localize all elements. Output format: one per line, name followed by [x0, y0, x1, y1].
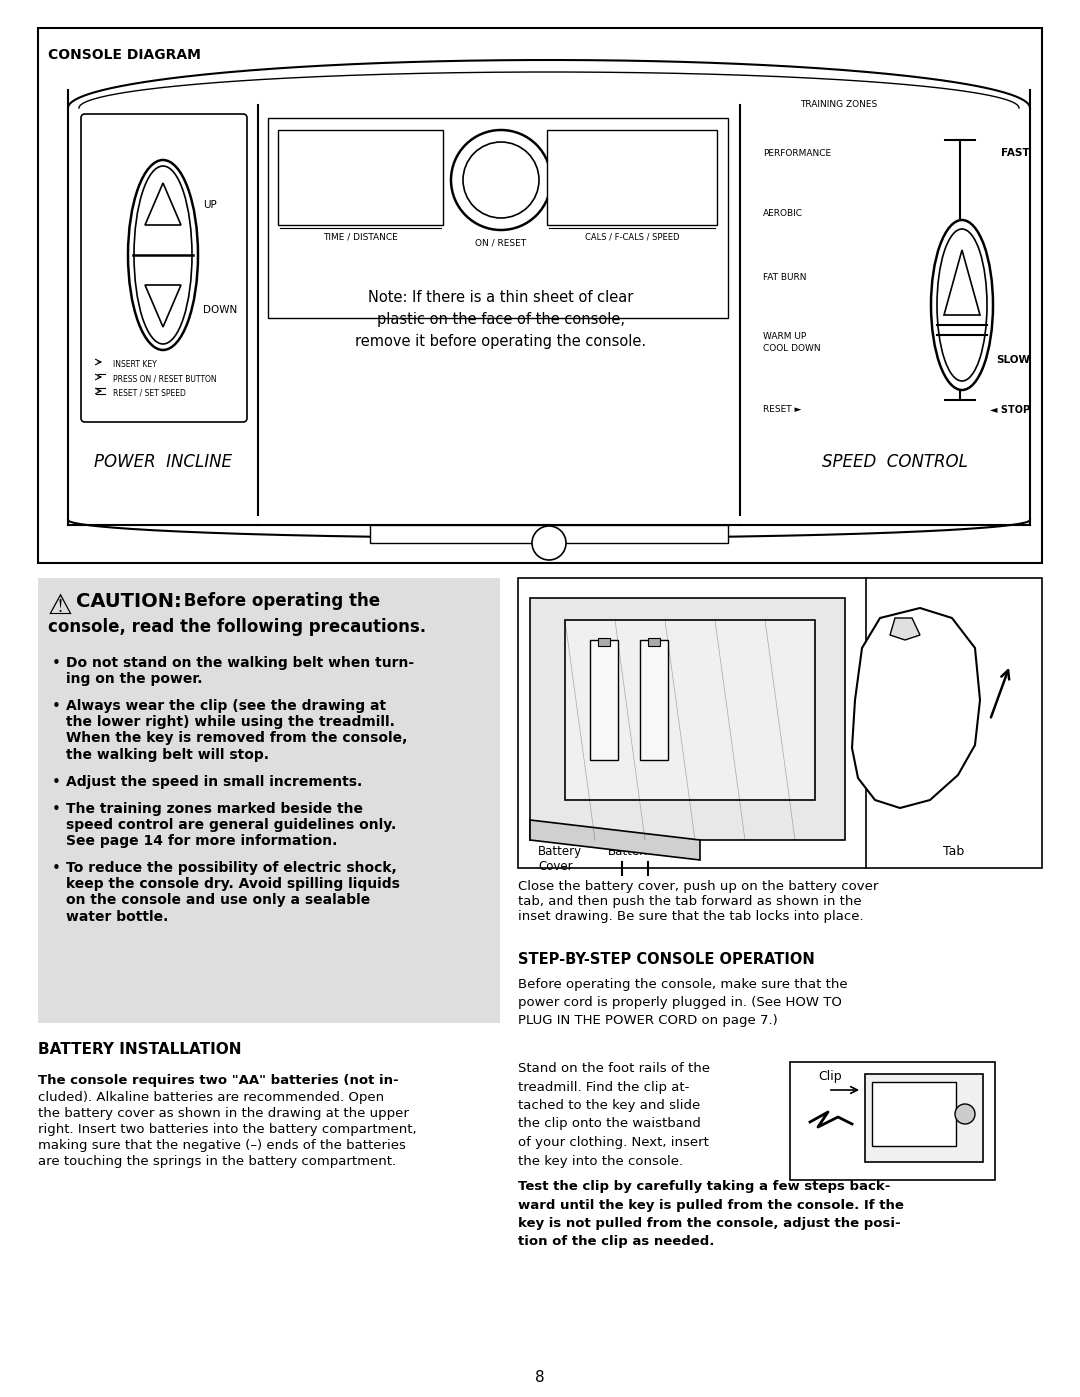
Bar	[518, 578, 1042, 868]
Text: BATTERY INSTALLATION: BATTERY INSTALLATION	[38, 1042, 242, 1058]
Text: Clip: Clip	[818, 1070, 841, 1083]
Text: AEROBIC: AEROBIC	[762, 208, 804, 218]
Text: 8: 8	[536, 1370, 544, 1384]
Text: right. Insert two batteries into the battery compartment,: right. Insert two batteries into the bat…	[38, 1123, 417, 1136]
Polygon shape	[890, 617, 920, 640]
Text: •: •	[52, 657, 60, 671]
Text: TIME / DISTANCE: TIME / DISTANCE	[323, 233, 397, 242]
Polygon shape	[530, 820, 700, 861]
Bar	[38, 578, 500, 1023]
Text: making sure that the negative (–) ends of the batteries: making sure that the negative (–) ends o…	[38, 1139, 406, 1153]
Ellipse shape	[129, 161, 198, 351]
Bar	[789, 1062, 995, 1180]
Text: FAST: FAST	[1001, 148, 1030, 158]
Circle shape	[463, 142, 539, 218]
Text: INSERT KEY: INSERT KEY	[113, 360, 157, 369]
Circle shape	[532, 527, 566, 560]
Text: Note: If there is a thin sheet of clear
plastic on the face of the console,
remo: Note: If there is a thin sheet of clear …	[355, 291, 647, 349]
FancyBboxPatch shape	[81, 115, 247, 422]
Polygon shape	[530, 598, 845, 840]
Bar	[590, 640, 618, 760]
Circle shape	[451, 130, 551, 231]
Text: POWER  INCLINE: POWER INCLINE	[94, 453, 232, 471]
Text: TRAINING ZONES: TRAINING ZONES	[800, 101, 877, 109]
Text: SLOW: SLOW	[996, 355, 1030, 365]
Bar	[268, 117, 728, 319]
Polygon shape	[852, 608, 980, 807]
Text: Before operating the console, make sure that the
power cord is properly plugged : Before operating the console, make sure …	[518, 978, 848, 1027]
Text: •: •	[52, 802, 60, 816]
Bar	[370, 525, 728, 543]
Ellipse shape	[134, 166, 192, 344]
Text: MPH: MPH	[282, 136, 297, 141]
Text: UP: UP	[203, 200, 217, 210]
Bar	[865, 1074, 983, 1162]
Text: the battery cover as shown in the drawing at the upper: the battery cover as shown in the drawin…	[38, 1106, 409, 1120]
Text: Batteries: Batteries	[608, 845, 662, 858]
Text: Close the battery cover, push up on the battery cover
tab, and then push the tab: Close the battery cover, push up on the …	[518, 880, 878, 923]
Text: DOWN: DOWN	[203, 305, 238, 314]
Text: Do not stand on the walking belt when turn-
ing on the power.: Do not stand on the walking belt when tu…	[66, 657, 414, 686]
Text: Tab: Tab	[943, 845, 964, 858]
Text: Before operating the: Before operating the	[178, 592, 380, 610]
Bar	[38, 28, 1042, 563]
Text: •: •	[52, 775, 60, 789]
Text: •: •	[52, 698, 60, 714]
Text: 5.8: 5.8	[321, 163, 401, 207]
Text: Stand on the foot rails of the
treadmill. Find the clip at-
tached to the key an: Stand on the foot rails of the treadmill…	[518, 1062, 710, 1168]
Text: CONSOLE DIAGRAM: CONSOLE DIAGRAM	[48, 47, 201, 61]
Bar	[648, 638, 660, 645]
Text: PERFORMANCE: PERFORMANCE	[762, 148, 832, 158]
Text: ◄ STOP: ◄ STOP	[990, 405, 1030, 415]
Text: The training zones marked beside the
speed control are general guidelines only.
: The training zones marked beside the spe…	[66, 802, 396, 848]
Text: ⚠: ⚠	[48, 592, 72, 620]
Bar	[565, 620, 815, 800]
Text: 10.4: 10.4	[579, 163, 686, 207]
Text: PRESS ON / RESET BUTTON: PRESS ON / RESET BUTTON	[113, 374, 217, 383]
Text: cluded). Alkaline batteries are recommended. Open: cluded). Alkaline batteries are recommen…	[38, 1091, 384, 1104]
Bar	[546, 130, 717, 225]
Text: SPEED  CONTROL: SPEED CONTROL	[822, 453, 968, 471]
Text: The console requires two "AA" batteries (not in-: The console requires two "AA" batteries …	[38, 1074, 399, 1087]
Text: Adjust the speed in small increments.: Adjust the speed in small increments.	[66, 775, 362, 789]
Text: RESET ►: RESET ►	[762, 405, 801, 414]
Text: RESET / SET SPEED: RESET / SET SPEED	[113, 388, 186, 397]
Text: •: •	[52, 861, 60, 876]
Ellipse shape	[931, 219, 993, 390]
Text: are touching the springs in the battery compartment.: are touching the springs in the battery …	[38, 1155, 396, 1168]
Circle shape	[955, 1104, 975, 1125]
Text: Battery
Cover: Battery Cover	[538, 845, 582, 873]
Ellipse shape	[937, 229, 987, 381]
Text: To reduce the possibility of electric shock,
keep the console dry. Avoid spillin: To reduce the possibility of electric sh…	[66, 861, 400, 923]
Bar	[598, 638, 610, 645]
Text: ON / RESET: ON / RESET	[475, 237, 527, 247]
Text: Always wear the clip (see the drawing at
the lower right) while using the treadm: Always wear the clip (see the drawing at…	[66, 698, 407, 761]
Text: STEP-BY-STEP CONSOLE OPERATION: STEP-BY-STEP CONSOLE OPERATION	[518, 951, 814, 967]
Bar	[872, 1083, 956, 1146]
Text: Test the clip by carefully taking a few steps back-
ward until the key is pulled: Test the clip by carefully taking a few …	[518, 1180, 904, 1249]
Text: CALS / F-CALS / SPEED: CALS / F-CALS / SPEED	[584, 233, 679, 242]
Text: WARM UP
COOL DOWN: WARM UP COOL DOWN	[762, 332, 821, 353]
Text: CAUTION:: CAUTION:	[76, 592, 181, 610]
Bar	[278, 130, 443, 225]
Text: FAT BURN: FAT BURN	[762, 274, 807, 282]
Text: console, read the following precautions.: console, read the following precautions.	[48, 617, 427, 636]
Bar	[640, 640, 669, 760]
